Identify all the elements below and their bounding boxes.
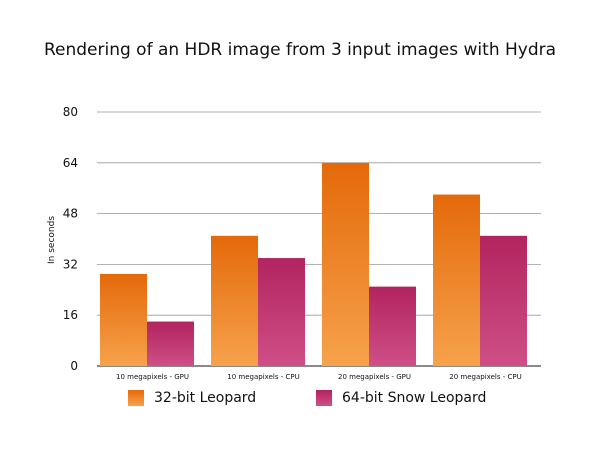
x-tick-label: 20 megapixels - CPU: [449, 373, 521, 381]
bar: [147, 321, 194, 366]
bars: [100, 162, 527, 366]
y-tick-label: 64: [63, 156, 78, 170]
legend-item-64bit: 64-bit Snow Leopard: [316, 390, 486, 406]
legend-swatch-32bit: [128, 390, 144, 406]
y-tick-label: 48: [63, 207, 78, 221]
legend-item-32bit: 32-bit Leopard: [128, 390, 256, 406]
y-tick-label: 80: [63, 105, 78, 119]
x-tick-label: 10 megapixels - GPU: [116, 373, 189, 381]
legend-label-32bit: 32-bit Leopard: [154, 390, 257, 406]
x-tick-label: 10 megapixels - CPU: [227, 373, 299, 381]
bar: [433, 194, 480, 366]
y-tick-labels: 0 16 32 48 64 80: [63, 105, 78, 373]
bar: [480, 235, 527, 366]
bar: [258, 258, 305, 366]
y-tick-label: 0: [70, 359, 78, 373]
legend-label-64bit: 64-bit Snow Leopard: [342, 390, 487, 406]
bar: [369, 286, 416, 366]
bar: [322, 162, 369, 366]
bar: [100, 273, 147, 366]
y-axis-label: In seconds: [47, 216, 57, 264]
bar: [211, 235, 258, 366]
chart-title: Rendering of an HDR image from 3 input i…: [43, 40, 557, 60]
x-tick-labels: 10 megapixels - GPU 10 megapixels - CPU 20…: [116, 373, 522, 381]
legend-swatch-64bit: [316, 390, 332, 406]
y-tick-label: 32: [63, 257, 78, 271]
x-tick-label: 20 megapixels - GPU: [338, 373, 411, 381]
y-tick-label: 16: [63, 308, 78, 322]
